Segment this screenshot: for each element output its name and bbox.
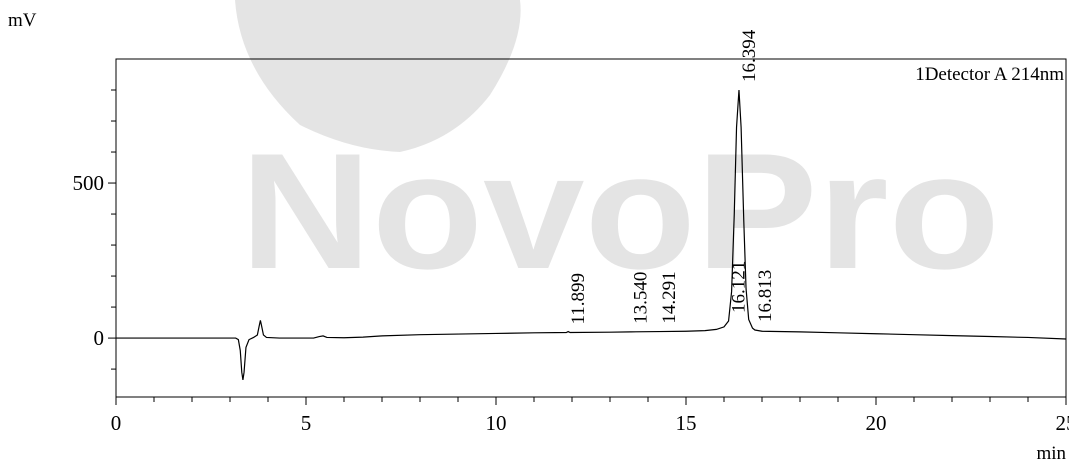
x-tick-label: 0 [111,411,122,435]
y-axis-ticks: 0 500 [73,89,116,370]
peak-label: 16.813 [755,270,776,322]
series-line [116,89,1067,381]
series-layer [116,89,1067,381]
x-tick-label: 5 [301,411,312,435]
legend-detector-label: 1Detector A 214nm [915,64,1064,85]
peak-label: 14.291 [659,271,680,323]
peak-label: 16.394 [739,29,760,82]
watermark-leaf-icon [235,0,521,152]
peak-labels: 11.899 13.540 14.291 16.121 16.394 16.813 [568,29,776,324]
x-tick-label: 25 [1056,411,1069,435]
peak-label: 11.899 [568,273,589,325]
y-tick-label: 500 [73,171,105,195]
x-tick-label: 10 [486,411,507,435]
y-axis-label: mV [8,10,37,31]
x-tick-label: 15 [676,411,697,435]
watermark: NovoPro [235,0,1000,303]
peak-label: 13.540 [631,272,652,324]
peak-label: 16.121 [729,261,750,313]
plot-area [115,58,1067,398]
x-axis-ticks: 0 5 10 15 20 25 [111,397,1069,435]
y-tick-label: 0 [94,326,105,350]
x-axis-label: min [1036,443,1066,464]
watermark-text: NovoPro [240,119,1000,303]
x-tick-label: 20 [866,411,887,435]
